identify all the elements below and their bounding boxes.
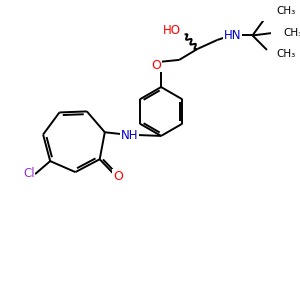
- Text: O: O: [152, 59, 161, 72]
- Text: CH₃: CH₃: [283, 28, 300, 38]
- Text: HN: HN: [224, 29, 241, 42]
- Text: NH: NH: [121, 129, 138, 142]
- Text: HO: HO: [163, 23, 181, 37]
- Text: O: O: [113, 170, 123, 183]
- Text: Cl: Cl: [23, 167, 34, 180]
- Text: CH₃: CH₃: [276, 6, 295, 16]
- Text: CH₃: CH₃: [276, 50, 295, 59]
